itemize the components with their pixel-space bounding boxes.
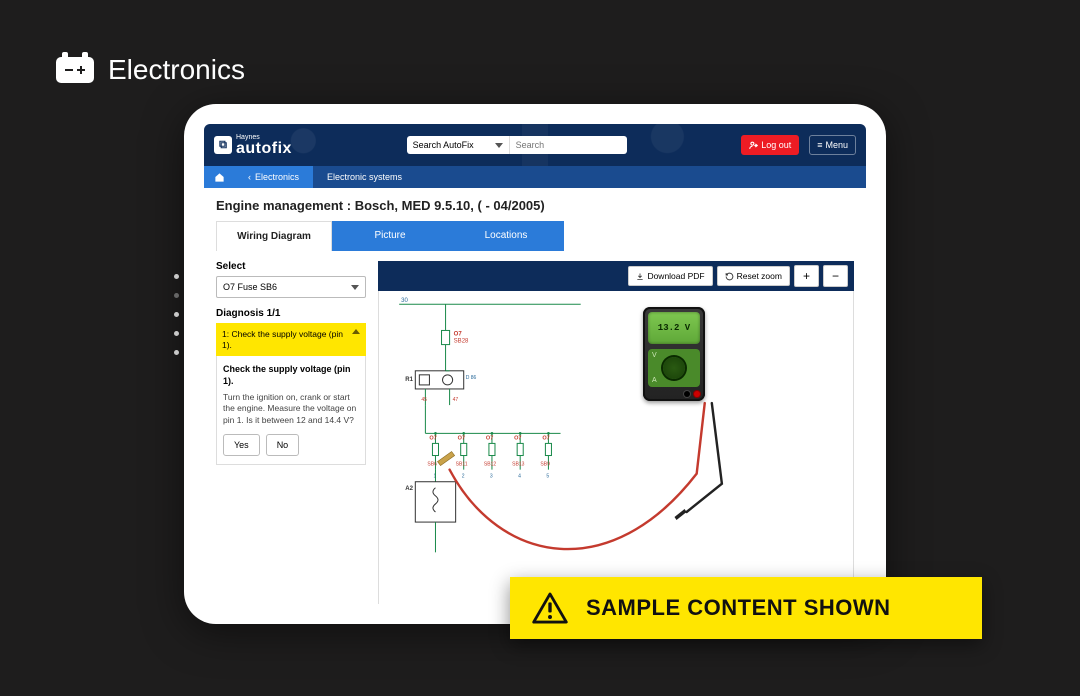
- component-select[interactable]: O7 Fuse SB6: [216, 276, 366, 298]
- tab-picture[interactable]: Picture: [332, 221, 448, 251]
- tabs: Wiring Diagram Picture Locations: [216, 221, 854, 251]
- select-label: Select: [216, 261, 366, 272]
- reset-label: Reset zoom: [737, 271, 782, 281]
- zoom-out-button[interactable]: −: [823, 265, 848, 287]
- chevron-down-icon: [351, 285, 359, 290]
- search-scope-select[interactable]: Search AutoFix: [407, 136, 509, 154]
- svg-text:2: 2: [462, 474, 465, 480]
- svg-text:SB28: SB28: [454, 339, 469, 345]
- brand-bottom: autofix: [236, 140, 292, 157]
- wiring-svg: 30O7SB28R1D 864547O7SB61O7SB112O7SB123O7…: [379, 291, 853, 604]
- svg-text:O7: O7: [514, 435, 521, 441]
- svg-text:SB13: SB13: [512, 462, 525, 468]
- step-title: Check the supply voltage (pin 1).: [223, 364, 359, 387]
- diagnosis-accordion-header[interactable]: 1: Check the supply voltage (pin 1).: [216, 323, 366, 356]
- svg-text:A2: A2: [405, 486, 413, 492]
- tab-wiring-diagram[interactable]: Wiring Diagram: [216, 221, 332, 251]
- banner-text: SAMPLE CONTENT SHOWN: [586, 595, 891, 621]
- svg-text:30: 30: [401, 298, 408, 304]
- search: Search AutoFix: [407, 136, 627, 154]
- svg-text:SB12: SB12: [484, 462, 497, 468]
- app-header: ⧉ Haynes autofix Search AutoFix Log out: [204, 124, 866, 166]
- menu-button[interactable]: ≡ Menu: [809, 135, 856, 155]
- svg-text:O7: O7: [486, 435, 493, 441]
- meter-jack-black: [684, 391, 690, 397]
- content: Engine management : Bosch, MED 9.5.10, (…: [204, 188, 866, 604]
- svg-text:3: 3: [490, 474, 493, 480]
- svg-text:D 86: D 86: [466, 375, 477, 381]
- logout-icon: [749, 141, 758, 150]
- svg-text:O7: O7: [542, 435, 549, 441]
- diagnosis-accordion-body: Check the supply voltage (pin 1). Turn t…: [216, 356, 366, 465]
- hamburger-icon: ≡: [817, 140, 822, 150]
- app-logo[interactable]: ⧉ Haynes autofix: [214, 134, 292, 157]
- yes-button[interactable]: Yes: [223, 434, 260, 456]
- home-icon: [214, 172, 225, 183]
- download-icon: [636, 272, 644, 281]
- select-value: O7 Fuse SB6: [223, 282, 277, 292]
- svg-text:SB6: SB6: [427, 462, 437, 468]
- search-input[interactable]: [509, 136, 627, 154]
- svg-text:47: 47: [453, 397, 459, 403]
- page-title: Engine management : Bosch, MED 9.5.10, (…: [216, 198, 854, 213]
- zoom-in-button[interactable]: +: [794, 265, 819, 287]
- no-button[interactable]: No: [266, 434, 300, 456]
- search-scope-label: Search AutoFix: [413, 140, 474, 150]
- svg-text:1: 1: [433, 474, 436, 480]
- chevron-down-icon: [495, 143, 503, 148]
- sample-content-banner: SAMPLE CONTENT SHOWN: [510, 577, 982, 639]
- diagram-panel: Download PDF Reset zoom + − 30O7SB28R1D …: [378, 261, 854, 604]
- tablet-frame: ⧉ Haynes autofix Search AutoFix Log out: [184, 104, 886, 624]
- svg-text:4: 4: [518, 474, 521, 480]
- wiring-diagram[interactable]: 30O7SB28R1D 864547O7SB61O7SB112O7SB123O7…: [378, 291, 854, 604]
- chevron-up-icon: [352, 329, 360, 334]
- page-header: Electronics: [56, 54, 245, 86]
- svg-text:O7: O7: [454, 332, 463, 338]
- app-screen: ⧉ Haynes autofix Search AutoFix Log out: [204, 124, 866, 604]
- breadcrumb-current: Electronic systems: [313, 166, 416, 188]
- page-category: Electronics: [108, 54, 245, 86]
- breadcrumb-back[interactable]: ‹ Electronics: [234, 166, 313, 188]
- meter-dial: [663, 357, 685, 379]
- tab-locations[interactable]: Locations: [448, 221, 564, 251]
- svg-text:SB11: SB11: [456, 462, 468, 468]
- download-pdf-button[interactable]: Download PDF: [628, 266, 712, 286]
- download-label: Download PDF: [647, 271, 704, 281]
- svg-text:5: 5: [546, 474, 549, 480]
- svg-text:SB9: SB9: [540, 462, 550, 468]
- svg-text:O7: O7: [429, 435, 436, 441]
- diagram-toolbar: Download PDF Reset zoom + −: [378, 261, 854, 291]
- logout-label: Log out: [761, 140, 791, 150]
- logout-button[interactable]: Log out: [741, 135, 799, 155]
- meter-reading: 13.2 V: [648, 312, 700, 344]
- svg-text:R1: R1: [405, 377, 413, 383]
- multimeter: 13.2 V: [643, 307, 705, 401]
- breadcrumb-back-label: Electronics: [255, 172, 299, 182]
- left-panel: Select O7 Fuse SB6 Diagnosis 1/1 1: Chec…: [216, 261, 366, 604]
- step-text: Turn the ignition on, crank or start the…: [223, 392, 359, 426]
- logo-icon: ⧉: [214, 136, 232, 154]
- chevron-left-icon: ‹: [248, 172, 251, 182]
- progress-dots: [174, 274, 179, 355]
- menu-label: Menu: [826, 140, 849, 150]
- battery-icon: [56, 57, 94, 83]
- breadcrumb: ‹ Electronics Electronic systems: [204, 166, 866, 188]
- meter-jack-red: [694, 391, 700, 397]
- breadcrumb-home[interactable]: [204, 166, 234, 188]
- reset-zoom-button[interactable]: Reset zoom: [717, 266, 790, 286]
- svg-text:O7: O7: [458, 435, 465, 441]
- accordion-title: 1: Check the supply voltage (pin 1).: [222, 329, 352, 350]
- diagnosis-label: Diagnosis 1/1: [216, 308, 366, 319]
- reset-icon: [725, 272, 734, 281]
- warning-icon: [532, 592, 568, 624]
- svg-text:45: 45: [421, 397, 427, 403]
